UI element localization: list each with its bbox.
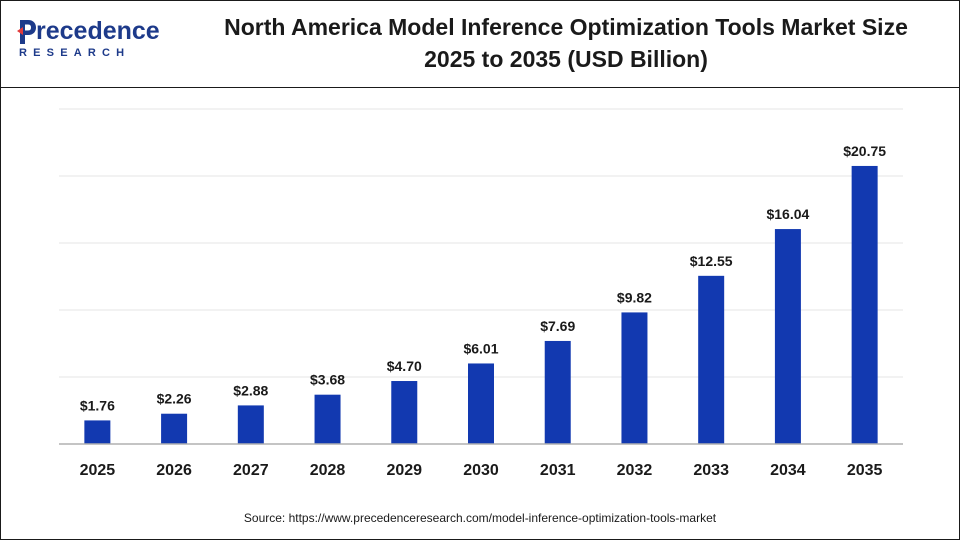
x-tick-label: 2025	[80, 462, 116, 479]
value-label: $2.26	[157, 391, 192, 407]
value-label: $3.68	[310, 372, 345, 388]
value-label: $2.88	[233, 382, 268, 398]
x-tick-label: 2029	[386, 462, 422, 479]
bar-2026	[161, 413, 188, 444]
chart-title-line-2: 2025 to 2035 (USD Billion)	[424, 46, 708, 72]
x-tick-label: 2026	[156, 462, 192, 479]
value-label: $9.82	[617, 289, 652, 305]
bar-2032	[621, 312, 648, 444]
bar-2030	[468, 363, 494, 444]
bar-2025	[84, 420, 111, 444]
value-label: $4.70	[387, 358, 422, 374]
bar-2035	[851, 165, 878, 444]
x-tick-label: 2030	[463, 462, 499, 479]
bar-2034	[774, 229, 801, 444]
value-labels: $1.76 $2.26 $2.88 $3.68 $4.70 $6.01 $7.69 $9.82…	[80, 143, 886, 413]
x-axis: 2025 2026 2027 2028 2029 2030 2031 2032 2033 2034…	[59, 443, 903, 479]
value-label: $7.69	[540, 318, 575, 334]
x-tick-label: 2031	[540, 462, 576, 479]
bar-2027	[237, 405, 264, 444]
bar-2031	[544, 340, 571, 444]
x-tick-label: 2027	[233, 462, 269, 479]
x-tick-label: 2034	[770, 462, 806, 479]
source-note: Source: https://www.precedenceresearch.c…	[243, 511, 717, 525]
bars	[84, 165, 878, 444]
logo-subtitle: RESEARCH	[19, 47, 131, 59]
value-label: $6.01	[463, 340, 498, 356]
bar-2028	[314, 394, 341, 444]
chart-title: North America Model Inference Optimizati…	[181, 11, 951, 75]
header: recedence RESEARCH North America Model I…	[1, 1, 959, 88]
x-tick-label: 2028	[310, 462, 346, 479]
logo-p-icon	[17, 20, 36, 44]
logo-word: recedence	[36, 17, 160, 45]
chart-title-line-1: North America Model Inference Optimizati…	[224, 14, 908, 40]
value-label: $20.75	[843, 143, 886, 159]
x-tick-label: 2035	[847, 462, 883, 479]
bar-2033	[698, 275, 725, 444]
brand-logo: recedence RESEARCH	[17, 15, 167, 67]
value-label: $1.76	[80, 397, 115, 413]
logo-wordmark: recedence	[17, 15, 160, 45]
x-tick-label: 2033	[693, 462, 729, 479]
bar-2029	[391, 381, 418, 444]
x-tick-label: 2032	[617, 462, 653, 479]
value-label: $16.04	[766, 206, 809, 222]
value-label: $12.55	[690, 253, 733, 269]
